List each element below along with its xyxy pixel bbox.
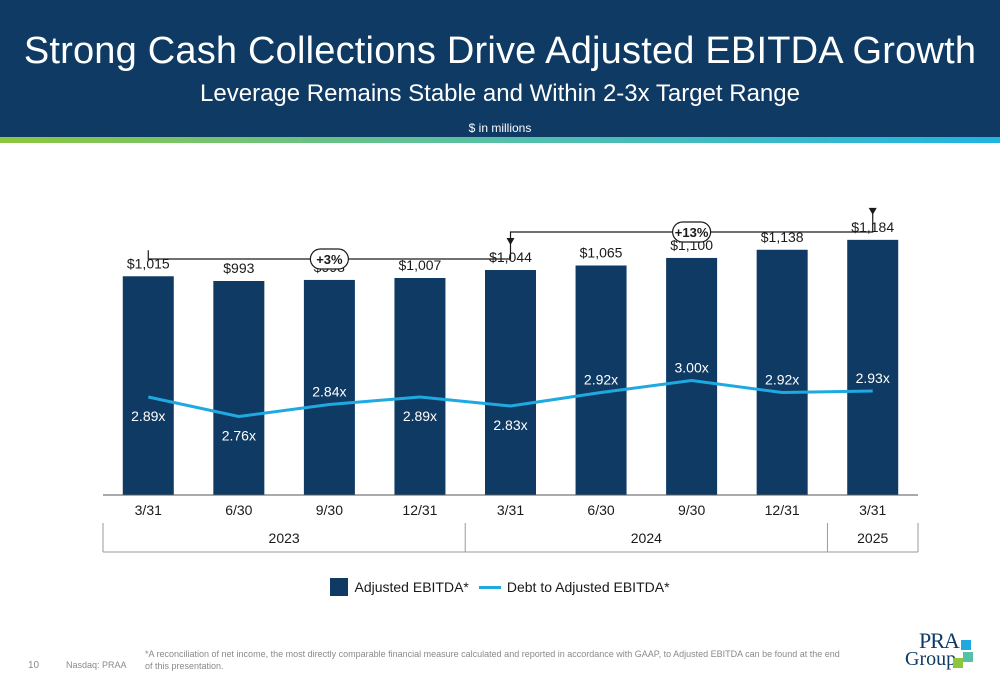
leverage-data-label: 2.83x: [493, 417, 527, 433]
ebitda-bar-label: $1,065: [580, 244, 623, 260]
ebitda-bar-label: $1,007: [399, 257, 442, 273]
units-label: $ in millions: [468, 121, 532, 135]
x-tick-label: 6/30: [225, 502, 252, 518]
legend-swatch-bar: [330, 578, 349, 596]
year-group-label: 2023: [269, 530, 300, 546]
page-subtitle: Leverage Remains Stable and Within 2-3x …: [200, 80, 800, 107]
ticker-label: Nasdaq: PRAA: [66, 660, 127, 670]
pra-group-logo: PRA Group: [905, 628, 975, 676]
ebitda-bar: [756, 249, 808, 495]
growth-arrowhead: [868, 207, 877, 215]
leverage-data-label: 2.92x: [765, 372, 799, 388]
ebitda-bar: [394, 277, 446, 495]
logo-text-group: Group: [905, 648, 957, 670]
ebitda-bar: [847, 239, 899, 495]
footnote: *A reconciliation of net income, the mos…: [145, 649, 840, 671]
legend-swatch-line: [478, 585, 501, 589]
legend-label-bar: Adjusted EBITDA*: [354, 579, 469, 595]
leverage-data-label: 2.89x: [131, 408, 165, 424]
logo-text-pra: PRA: [919, 628, 960, 653]
growth-pill: [309, 248, 349, 270]
ebitda-bar: [485, 270, 536, 495]
leverage-data-label: 2.93x: [856, 370, 890, 386]
x-tick-label: 9/30: [316, 502, 343, 518]
chart-legend: Adjusted EBITDA* Debt to Adjusted EBITDA…: [0, 578, 1000, 596]
leverage-data-label: 2.92x: [584, 372, 618, 388]
legend-item-line: Debt to Adjusted EBITDA*: [478, 579, 670, 595]
x-tick-label: 3/31: [135, 502, 162, 518]
x-tick-label: 3/31: [497, 502, 524, 518]
logo-square-teal: [963, 652, 973, 662]
leverage-data-label: 2.84x: [312, 384, 346, 400]
ebitda-bar: [575, 265, 627, 495]
ebitda-bar-label: $1,138: [761, 229, 804, 245]
logo-square-green: [953, 658, 963, 668]
leverage-line: [147, 379, 873, 418]
leverage-data-label: 3.00x: [674, 360, 708, 376]
page-number: 10: [28, 660, 40, 671]
ebitda-bar: [213, 281, 265, 495]
leverage-data-label: 2.89x: [403, 408, 437, 424]
ebitda-bar: [122, 276, 174, 495]
x-tick-label: 12/31: [765, 502, 800, 518]
year-group-label: 2024: [631, 530, 662, 546]
year-group-label: 2025: [857, 530, 888, 546]
x-tick-label: 9/30: [678, 502, 705, 518]
growth-pill: [672, 221, 712, 243]
x-tick-label: 3/31: [859, 502, 886, 518]
ebitda-chart: $1,015$993$998$1,007$1,044$1,065$1,100$1…: [102, 207, 919, 553]
growth-pill-label: +3%: [316, 252, 343, 267]
header-banner: Strong Cash Collections Drive Adjusted E…: [0, 0, 1000, 137]
page-title: Strong Cash Collections Drive Adjusted E…: [23, 30, 977, 72]
x-tick-label: 12/31: [402, 502, 437, 518]
logo-square-blue: [961, 640, 971, 650]
growth-pill-label: +13%: [675, 225, 709, 240]
ebitda-bar-label: $993: [223, 260, 254, 276]
ebitda-bar: [303, 279, 355, 495]
ebitda-bar: [666, 257, 718, 495]
legend-item-bar: Adjusted EBITDA*: [330, 578, 469, 596]
legend-label-line: Debt to Adjusted EBITDA*: [506, 579, 670, 595]
leverage-data-label: 2.76x: [222, 428, 256, 444]
x-tick-label: 6/30: [587, 502, 614, 518]
accent-gradient-bar: [0, 137, 1000, 143]
